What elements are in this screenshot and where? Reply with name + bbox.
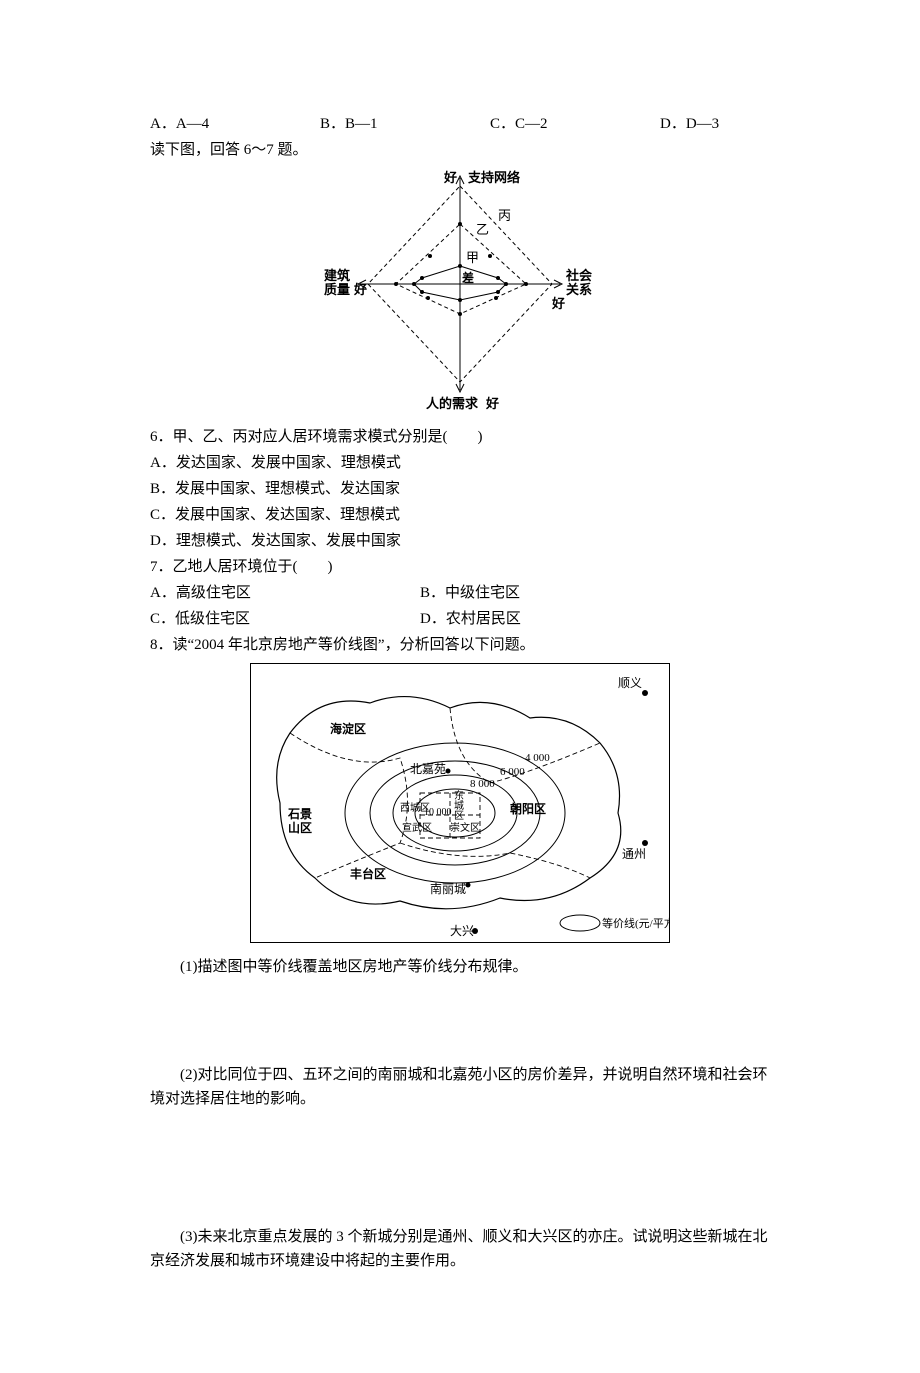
- q8-sub2: (2)对比同位于四、五环之间的南丽城和北嘉苑小区的房价差异，并说明自然环境和社会…: [150, 1063, 770, 1111]
- label-shunyi: 顺义: [618, 676, 642, 690]
- label-jia: 甲: [466, 250, 479, 265]
- axis-left-a: 建筑: [324, 268, 350, 283]
- label-bad: 差: [461, 270, 474, 285]
- q5-options: A．A—4 B．B—1 C．C—2 D．D—3: [150, 112, 770, 136]
- label-haidian: 海淀区: [330, 721, 366, 736]
- document-page: A．A—4 B．B—1 C．C—2 D．D—3 读下图，回答 6～7 题。: [0, 0, 920, 1373]
- q6-b: B．发展中国家、理想模式、发达国家: [150, 477, 770, 501]
- axis-bottom: 人的需求: [426, 396, 479, 411]
- q7-d: D．农村居民区: [420, 607, 521, 631]
- label-yi: 乙: [476, 222, 489, 237]
- axis-top: 支持网络: [467, 170, 520, 185]
- q7-c: C．低级住宅区: [150, 607, 420, 631]
- q8-sub3: (3)未来北京重点发展的 3 个新城分别是通州、顺义和大兴区的亦庄。试说明这些新…: [150, 1225, 770, 1273]
- q6-d: D．理想模式、发达国家、发展中国家: [150, 529, 770, 553]
- contour-8000: 8 000: [470, 778, 495, 790]
- label-nanlicheng: 南丽城: [430, 881, 466, 896]
- contour-6000: 6 000: [500, 766, 525, 778]
- q5-opt-b: B．B—1: [320, 112, 490, 136]
- q6-stem: 6．甲、乙、丙对应人居环境需求模式分别是( ): [150, 425, 770, 449]
- label-beijiayuan: 北嘉苑: [410, 762, 446, 776]
- label-chongwen: 崇文区: [450, 821, 480, 834]
- figure-radar: 好 支持网络 社会 关系 好 人的需求 好 建筑 质量 好 差 甲 乙 丙: [150, 168, 770, 421]
- axis-left-b: 质量: [324, 282, 350, 297]
- q6-a: A．发达国家、发展中国家、理想模式: [150, 451, 770, 475]
- contour-10000: 10 000: [424, 807, 452, 818]
- label-dong-c: 区: [454, 810, 464, 822]
- q7-a: A．高级住宅区: [150, 581, 420, 605]
- q8-stem: 8．读“2004 年北京房地产等价线图”，分析回答以下问题。: [150, 633, 770, 657]
- axis-right-good: 好: [551, 296, 565, 311]
- label-xuanwu: 宣武区: [402, 821, 432, 834]
- q7-stem: 7．乙地人居环境位于( ): [150, 555, 770, 579]
- lead-67: 读下图，回答 6～7 题。: [150, 138, 770, 162]
- legend-text: 等价线(元/平方米): [602, 916, 670, 930]
- label-bing: 丙: [498, 208, 511, 223]
- axis-top-good: 好: [443, 170, 457, 185]
- q5-opt-c: C．C—2: [490, 112, 660, 136]
- axis-right-a: 社会: [565, 268, 593, 283]
- label-fengtai: 丰台区: [350, 866, 386, 881]
- label-shijingshan-a: 石景: [287, 807, 312, 821]
- figure-map: 顺义 海淀区 北嘉苑 朝阳区 石景 山区 西城区 东 城 区 宣武区 崇文区 丰…: [150, 663, 770, 951]
- map-svg: 顺义 海淀区 北嘉苑 朝阳区 石景 山区 西城区 东 城 区 宣武区 崇文区 丰…: [250, 663, 670, 943]
- axis-left-good: 好: [353, 282, 367, 297]
- label-shijingshan-b: 山区: [288, 820, 312, 835]
- q7-b: B．中级住宅区: [420, 581, 520, 605]
- q5-opt-d: D．D—3: [660, 112, 719, 136]
- label-chaoyang: 朝阳区: [510, 801, 546, 816]
- q7-row1: A．高级住宅区 B．中级住宅区: [150, 581, 770, 605]
- label-tongzhou: 通州: [622, 847, 646, 861]
- q8-sub1: (1)描述图中等价线覆盖地区房地产等价线分布规律。: [150, 955, 770, 979]
- contour-4000: 4 000: [525, 752, 550, 764]
- radar-svg: 好 支持网络 社会 关系 好 人的需求 好 建筑 质量 好 差 甲 乙 丙: [300, 168, 620, 413]
- q7-row2: C．低级住宅区 D．农村居民区: [150, 607, 770, 631]
- q6-c: C．发展中国家、发达国家、理想模式: [150, 503, 770, 527]
- axis-bottom-good: 好: [485, 396, 499, 411]
- q5-opt-a: A．A—4: [150, 112, 320, 136]
- axis-right-b: 关系: [566, 282, 592, 297]
- label-daxing: 大兴: [450, 924, 474, 938]
